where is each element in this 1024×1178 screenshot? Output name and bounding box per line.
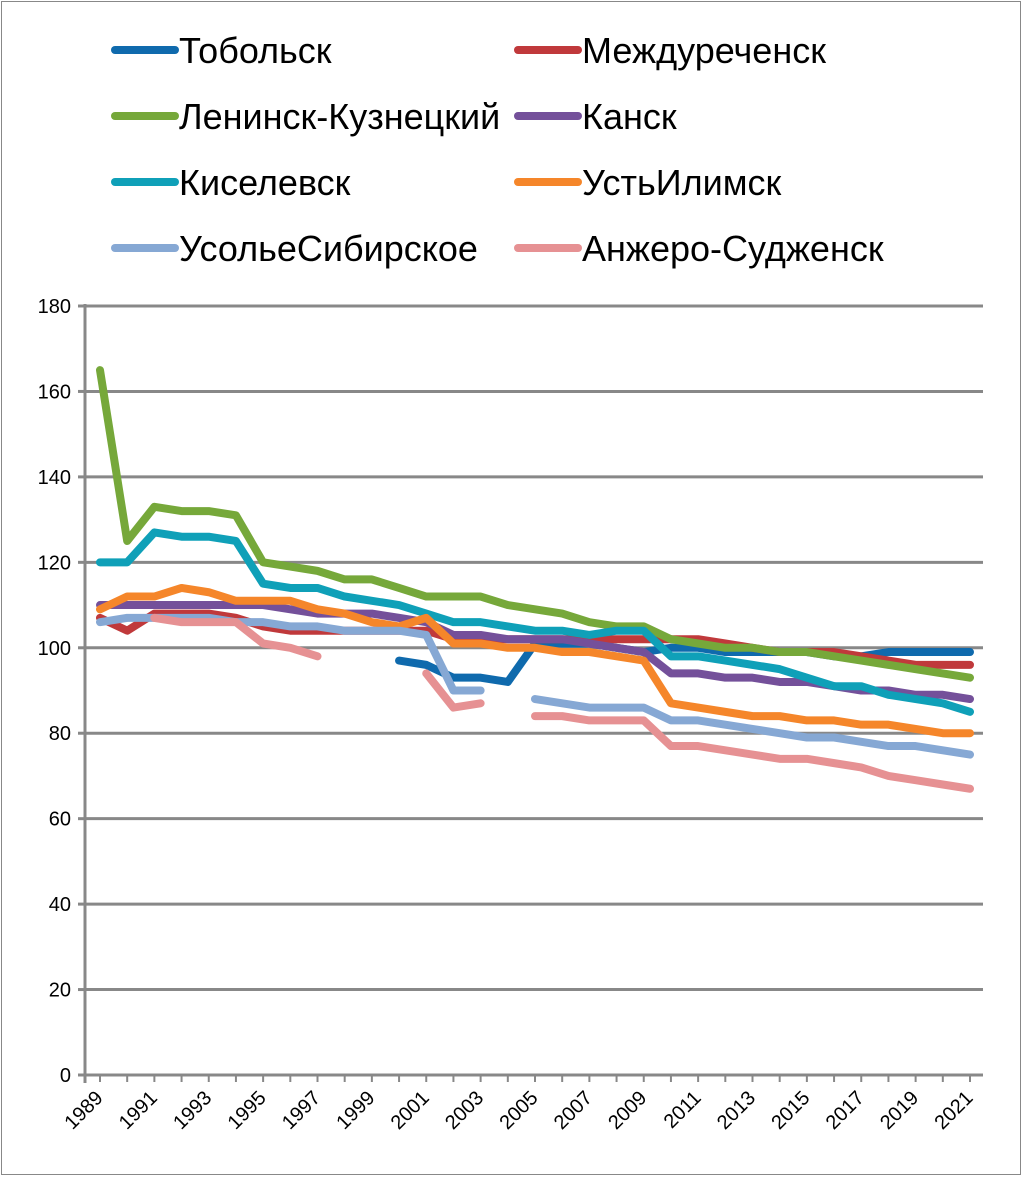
x-tick-label: 1997 — [278, 1087, 325, 1134]
x-tick-label: 1989 — [61, 1087, 108, 1134]
y-tick-label: 180 — [38, 296, 71, 318]
x-tick-label: 2019 — [876, 1087, 923, 1134]
series-line-4 — [96, 528, 974, 716]
y-tick-label: 120 — [38, 552, 71, 574]
y-tick-label: 60 — [49, 809, 71, 831]
x-tick-label: 2015 — [767, 1087, 814, 1134]
y-tick-label: 140 — [38, 467, 71, 489]
series-line-7 — [150, 613, 974, 793]
legend-label: Анжеро-Судженск — [582, 228, 884, 269]
x-tick-label: 2009 — [604, 1087, 651, 1134]
legend-label: УсольеСибирское — [179, 228, 478, 269]
x-tick-label: 1995 — [224, 1087, 271, 1134]
legend-label: Канск — [582, 96, 677, 137]
x-tick-label: 2003 — [441, 1087, 488, 1134]
x-tick-label: 2013 — [713, 1087, 760, 1134]
x-tick-label: 1999 — [332, 1087, 379, 1134]
x-tick-label: 1991 — [115, 1087, 162, 1134]
series-line-5 — [96, 583, 974, 738]
legend-label: Ленинск-Кузнецкий — [179, 96, 500, 137]
legend-label: Междуреченск — [582, 30, 826, 71]
legend-label: УстьИлимск — [582, 162, 781, 203]
series-line-2 — [96, 366, 974, 682]
y-tick-label: 0 — [60, 1065, 71, 1087]
legend-label: Тобольск — [179, 30, 332, 71]
x-tick-label: 2011 — [660, 1087, 706, 1133]
y-tick-label: 40 — [49, 894, 71, 916]
x-tick-label: 2021 — [931, 1087, 978, 1134]
x-tick-label: 2005 — [496, 1087, 543, 1134]
x-tick-label: 2007 — [550, 1087, 597, 1134]
x-tick-label: 1993 — [169, 1087, 216, 1134]
y-tick-label: 100 — [38, 638, 71, 660]
y-tick-label: 20 — [49, 980, 71, 1002]
legend-label: Киселевск — [179, 162, 351, 203]
x-tick-label: 2017 — [822, 1087, 869, 1134]
y-tick-label: 80 — [49, 723, 71, 745]
series-line-0 — [395, 639, 974, 686]
y-tick-label: 160 — [38, 381, 71, 403]
x-tick-label: 2001 — [387, 1087, 434, 1134]
